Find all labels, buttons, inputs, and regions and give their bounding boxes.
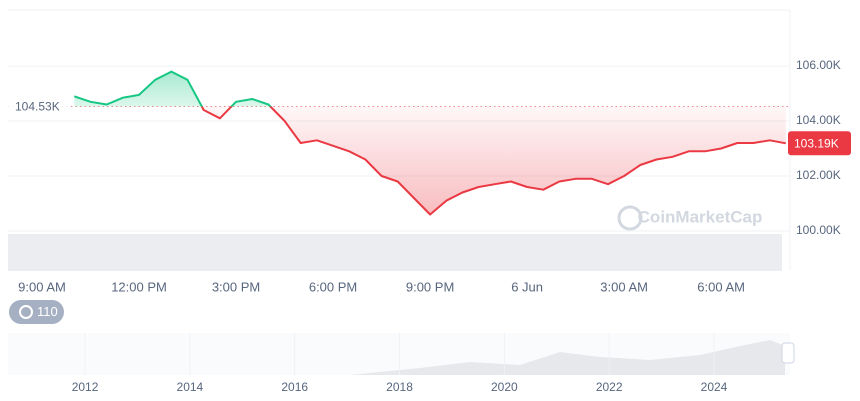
navigator-tick-label: 2014 bbox=[177, 380, 204, 394]
y-tick-label: 104.00K bbox=[796, 113, 841, 127]
price-area bbox=[74, 71, 786, 215]
badge-text: 110 bbox=[37, 304, 58, 319]
navigator-tick-label: 2024 bbox=[701, 380, 728, 394]
x-tick-label: 12:00 PM bbox=[111, 279, 167, 294]
navigator-tick-label: 2016 bbox=[281, 380, 308, 394]
navigator-area bbox=[8, 340, 785, 375]
baseline-tag bbox=[8, 97, 68, 116]
x-tick-label: 3:00 AM bbox=[600, 279, 648, 294]
price-tag bbox=[788, 131, 851, 156]
y-tick-label: 102.00K bbox=[796, 168, 841, 182]
price-line bbox=[73, 70, 786, 216]
x-tick-label: 9:00 PM bbox=[406, 279, 454, 294]
badge-icon bbox=[19, 305, 33, 319]
navigator-tick-label: 2020 bbox=[491, 380, 518, 394]
y-tick-label: 106.00K bbox=[796, 58, 841, 72]
volume-band bbox=[8, 234, 782, 271]
x-tick-label: 6 Jun bbox=[511, 279, 543, 294]
x-tick-label: 6:00 PM bbox=[309, 279, 357, 294]
x-tick-label: 9:00 AM bbox=[18, 279, 66, 294]
navigator-handle[interactable] bbox=[781, 342, 795, 364]
navigator-tick-label: 2022 bbox=[596, 380, 623, 394]
watermark-logo bbox=[617, 205, 643, 231]
x-tick-label: 6:00 AM bbox=[697, 279, 745, 294]
x-tick-label: 3:00 PM bbox=[212, 279, 260, 294]
baseline-label: 104.53K bbox=[15, 100, 60, 114]
y-tick-label: 100.00K bbox=[796, 223, 841, 237]
navigator-tick-label: 2012 bbox=[72, 380, 99, 394]
navigator-tick-label: 2018 bbox=[386, 380, 413, 394]
price-tag-label: 103.19K bbox=[794, 136, 839, 150]
watermark: CoinMarketCap bbox=[638, 207, 763, 226]
